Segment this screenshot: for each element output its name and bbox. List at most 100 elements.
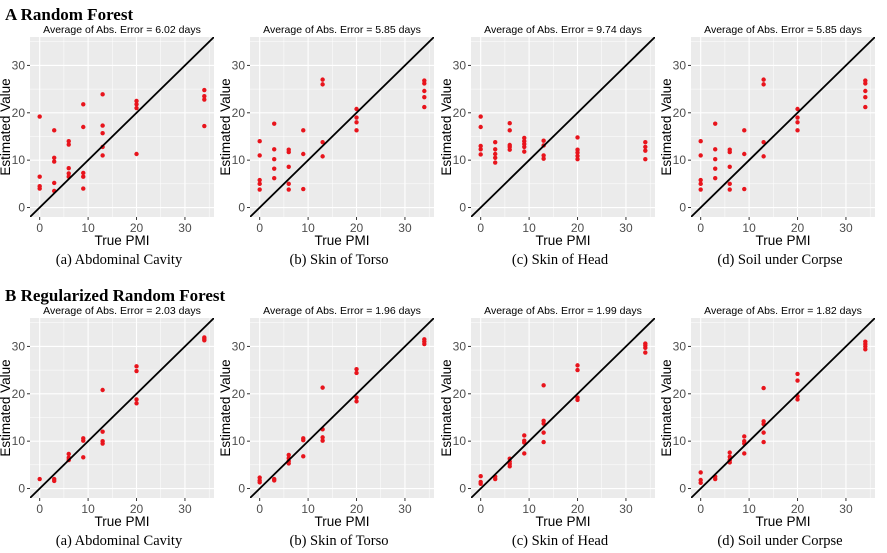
data-point bbox=[81, 455, 86, 460]
data-point bbox=[522, 149, 527, 154]
data-point bbox=[713, 476, 718, 482]
data-point bbox=[863, 81, 868, 86]
panel-title: Average of Abs. Error = 2.03 days bbox=[43, 305, 201, 317]
data-point bbox=[493, 155, 498, 160]
data-point bbox=[320, 435, 325, 440]
data-point bbox=[202, 123, 207, 129]
y-tick-label: 10 bbox=[232, 434, 246, 448]
x-tick-label: 10 bbox=[742, 502, 756, 516]
data-point bbox=[575, 363, 580, 368]
data-point bbox=[81, 438, 86, 443]
scatter-panel-1: 0 10 20 30 0 10 20 30 Average of Abs. Error = 6.… bbox=[0, 24, 214, 268]
data-point bbox=[713, 157, 718, 162]
data-point bbox=[81, 174, 86, 179]
data-point bbox=[202, 94, 207, 99]
data-point bbox=[761, 154, 766, 159]
data-point bbox=[698, 153, 703, 158]
y-axis-label: Estimated Value bbox=[218, 359, 233, 456]
panel-caption: (d) Soil under Corpse bbox=[717, 533, 842, 549]
data-point bbox=[354, 115, 359, 120]
identity-line bbox=[691, 37, 875, 217]
data-point bbox=[761, 139, 766, 145]
data-point bbox=[422, 104, 427, 110]
data-point bbox=[422, 88, 427, 94]
x-tick-label: 30 bbox=[839, 221, 853, 235]
data-point bbox=[202, 338, 207, 343]
data-point bbox=[698, 181, 703, 187]
data-point bbox=[272, 166, 277, 171]
data-point bbox=[575, 367, 580, 373]
scatter-panel-8: 0 10 20 30 0 10 20 30 Average of Abs. Error = 1.… bbox=[659, 305, 875, 549]
panel-title: Average of Abs. Error = 1.82 days bbox=[704, 305, 862, 317]
data-point bbox=[541, 383, 546, 388]
data-point bbox=[422, 94, 427, 100]
y-tick-label: 30 bbox=[232, 58, 246, 72]
data-point bbox=[354, 399, 359, 404]
panel-caption: (a) Abdominal Cavity bbox=[56, 252, 183, 268]
panel-title: Average of Abs. Error = 6.02 days bbox=[43, 24, 201, 36]
data-point bbox=[522, 135, 527, 141]
scatter-panel-3: 0 10 20 30 0 10 20 30 Average of Abs. Error = 9.… bbox=[439, 24, 655, 268]
panel-title: Average of Abs. Error = 9.74 days bbox=[484, 24, 642, 36]
y-tick-label: 30 bbox=[673, 58, 687, 72]
row-b-title: B Regularized Random Forest bbox=[5, 286, 226, 305]
y-tick-label: 30 bbox=[12, 339, 26, 353]
scatter-panel-4: 0 10 20 30 0 10 20 30 Average of Abs. Error = 5.… bbox=[659, 24, 875, 268]
data-point bbox=[52, 155, 57, 160]
data-point bbox=[643, 139, 648, 145]
y-tick-label: 30 bbox=[453, 58, 467, 72]
data-point bbox=[286, 149, 291, 155]
data-point bbox=[522, 433, 527, 438]
data-point bbox=[478, 147, 483, 152]
data-point bbox=[52, 159, 57, 164]
identity-line bbox=[471, 318, 655, 498]
x-tick-label: 20 bbox=[571, 221, 585, 235]
y-tick-label: 10 bbox=[453, 434, 467, 448]
data-point bbox=[541, 439, 546, 445]
x-tick-label: 30 bbox=[398, 221, 412, 235]
data-point bbox=[81, 170, 86, 176]
y-axis-label: Estimated Value bbox=[659, 78, 674, 175]
identity-line bbox=[250, 318, 434, 498]
x-tick-label: 0 bbox=[256, 221, 263, 235]
scatter-panel-2: 0 10 20 30 0 10 20 30 Average of Abs. Error = 5.… bbox=[218, 24, 434, 268]
x-tick-label: 30 bbox=[619, 221, 633, 235]
y-tick-label: 30 bbox=[673, 339, 687, 353]
data-point bbox=[354, 106, 359, 112]
identity-line bbox=[30, 318, 214, 498]
data-point bbox=[100, 153, 105, 158]
data-point bbox=[422, 81, 427, 86]
data-point bbox=[727, 164, 732, 169]
data-point bbox=[795, 106, 800, 112]
data-point bbox=[478, 124, 483, 130]
x-tick-label: 20 bbox=[130, 502, 144, 516]
data-point bbox=[795, 397, 800, 402]
y-tick-label: 20 bbox=[673, 387, 687, 401]
x-tick-label: 10 bbox=[522, 221, 536, 235]
data-point bbox=[301, 186, 306, 192]
data-point bbox=[727, 149, 732, 155]
data-point bbox=[478, 114, 483, 119]
data-point bbox=[81, 102, 86, 107]
data-point bbox=[81, 124, 86, 130]
x-tick-label: 30 bbox=[619, 502, 633, 516]
y-tick-label: 0 bbox=[679, 201, 686, 215]
data-point bbox=[742, 128, 747, 133]
data-point bbox=[134, 401, 139, 406]
identity-line bbox=[691, 318, 875, 498]
data-point bbox=[320, 77, 325, 82]
data-point bbox=[134, 364, 139, 369]
data-point bbox=[286, 164, 291, 169]
data-point bbox=[52, 478, 57, 484]
y-tick-label: 0 bbox=[18, 482, 25, 496]
data-point bbox=[66, 166, 71, 171]
data-point bbox=[761, 439, 766, 445]
x-axis-label: True PMI bbox=[94, 233, 149, 248]
x-tick-label: 30 bbox=[398, 502, 412, 516]
data-point bbox=[863, 104, 868, 110]
panel-title: Average of Abs. Error = 5.85 days bbox=[704, 24, 862, 36]
data-point bbox=[795, 371, 800, 377]
data-point bbox=[761, 82, 766, 87]
y-axis-label: Estimated Value bbox=[439, 359, 454, 456]
y-tick-label: 20 bbox=[232, 106, 246, 120]
